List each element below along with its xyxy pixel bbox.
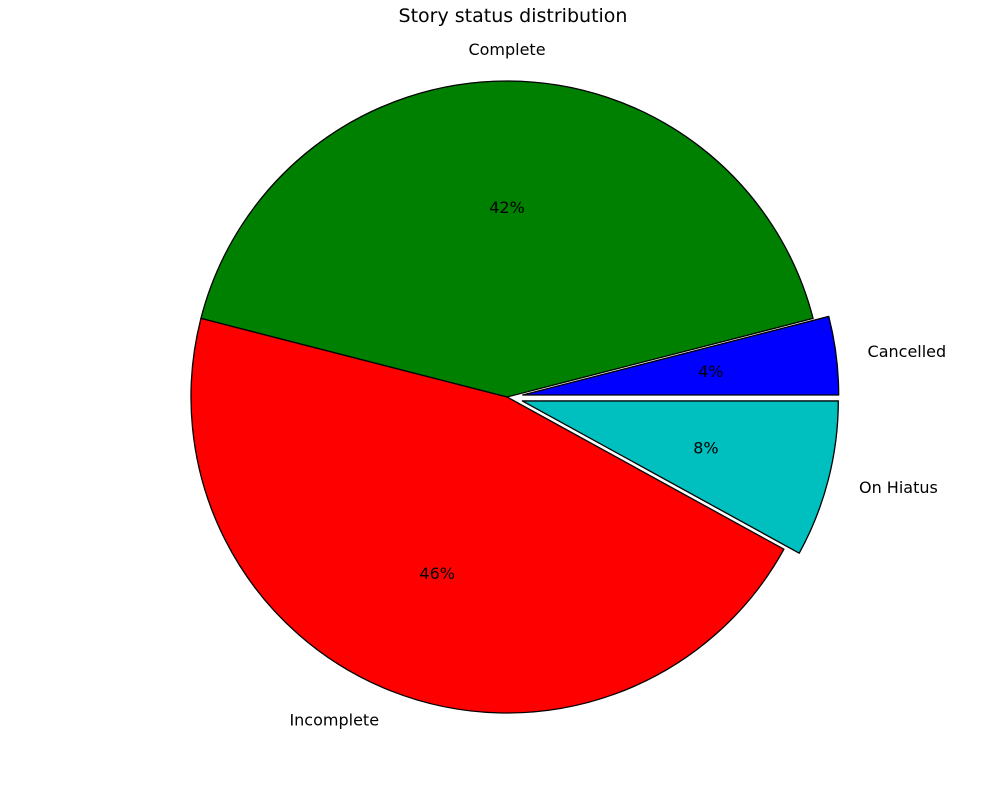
slice-label-incomplete: Incomplete [289,711,379,730]
pie-slice-complete [200,80,814,398]
pct-label-on-hiatus: 8% [693,439,718,458]
pie-slice-cancelled [522,315,840,396]
slice-label-complete: Complete [468,40,545,59]
slice-label-on-hiatus: On Hiatus [859,478,938,497]
slice-label-cancelled: Cancelled [868,342,947,361]
pct-label-cancelled: 4% [698,362,723,381]
pie-slices [190,80,840,714]
pct-label-incomplete: 46% [419,564,455,583]
chart-title: Story status distribution [399,5,628,27]
pct-label-complete: 42% [489,198,525,217]
pie-slice-incomplete [190,317,785,714]
pie-labels: 4% Cancelled 42% Complete 46% Incomplete 8% On … [289,40,946,730]
pie-slice-on-hiatus [521,400,839,554]
